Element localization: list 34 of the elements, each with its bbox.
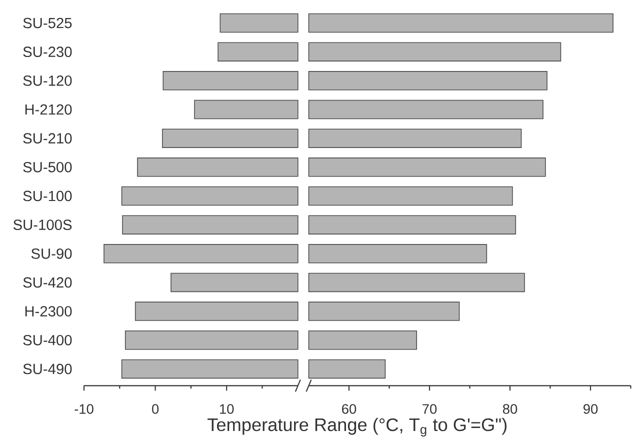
x-tick-label: 0 — [152, 404, 159, 414]
x-tick-label: 70 — [422, 404, 437, 414]
bar — [308, 186, 513, 206]
bar — [308, 71, 548, 90]
x-tick-label: 90 — [584, 404, 598, 414]
bar — [308, 158, 546, 177]
y-tick-label: SU-230 — [23, 46, 72, 58]
y-tick-label: SU-210 — [23, 133, 72, 144]
bar — [308, 244, 488, 264]
bar — [308, 42, 562, 62]
x-tick-label: -10 — [74, 404, 94, 414]
bar — [308, 330, 418, 350]
y-tick-label: SU-525 — [23, 18, 72, 28]
y-tick-label: H-2300 — [25, 306, 72, 316]
bar — [308, 13, 614, 33]
y-tick-label: SU-100 — [23, 190, 72, 202]
bar — [308, 100, 544, 120]
y-tick-label: SU-490 — [23, 364, 72, 374]
bar — [308, 128, 522, 148]
y-tick-label: SU-400 — [23, 334, 72, 346]
x-tick-label: 60 — [342, 404, 356, 414]
y-tick-label: SU-100S — [13, 220, 72, 230]
bar — [308, 272, 525, 292]
y-tick-label: SU-120 — [23, 75, 72, 86]
y-tick-label: SU-420 — [23, 277, 72, 288]
y-tick-label: SU-500 — [23, 162, 72, 172]
x-tick-label: 80 — [502, 404, 518, 414]
bar — [308, 215, 516, 234]
y-tick-label: SU-90 — [31, 248, 72, 259]
y-tick-label: H-2120 — [25, 104, 72, 115]
bar — [308, 359, 386, 379]
x-tick-label: 10 — [220, 404, 234, 414]
bar — [308, 302, 460, 321]
x-axis-title: Temperature Range (°C, T$_{g}$ to G'=G") — [208, 418, 507, 437]
